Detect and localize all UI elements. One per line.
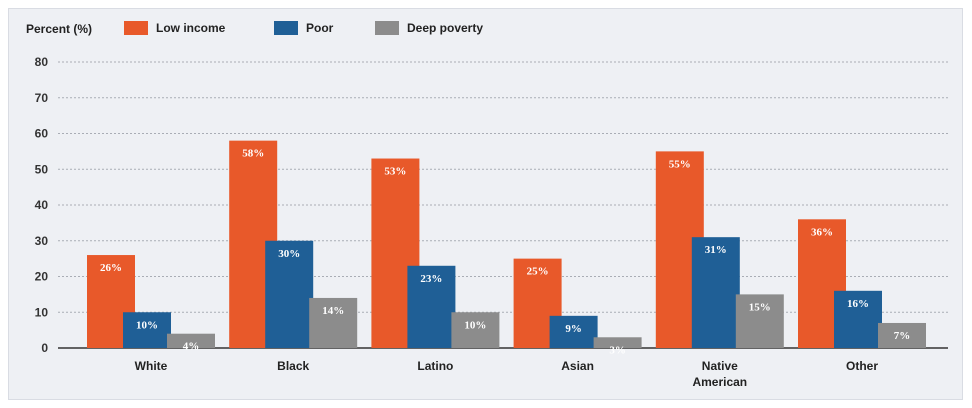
y-tick-label: 50 <box>35 162 49 176</box>
bar-deep-poverty <box>309 297 358 348</box>
x-tick-label: White <box>135 359 168 373</box>
x-tick-label: Native American <box>692 359 747 389</box>
legend-swatch-poor <box>274 21 298 35</box>
y-tick-label: 40 <box>35 198 49 212</box>
x-tick-label: Black <box>277 359 309 373</box>
data-label: 16% <box>847 298 869 310</box>
bar-deep-poverty <box>451 312 500 348</box>
data-label: 23% <box>420 273 442 285</box>
bar-deep-poverty <box>593 337 642 348</box>
data-label: 53% <box>384 166 406 178</box>
data-label: 4% <box>183 341 200 353</box>
y-tick-label: 30 <box>35 234 49 248</box>
x-tick-label: Latino <box>417 359 453 373</box>
data-label: 25% <box>527 266 549 278</box>
y-tick-label: 20 <box>35 270 49 284</box>
bar-poor <box>123 312 171 348</box>
bar-deep-poverty <box>878 322 926 348</box>
legend-label-deep-poverty: Deep poverty <box>407 21 484 35</box>
legend-swatch-deep-poverty <box>375 21 399 35</box>
data-label: 3% <box>609 344 626 356</box>
data-label: 9% <box>565 323 582 335</box>
data-label: 58% <box>242 148 264 160</box>
bar-deep-poverty <box>167 333 215 348</box>
legend-item-deep-poverty: Deep poverty <box>375 21 483 35</box>
data-label: 31% <box>705 244 727 256</box>
legend-item-poor: Poor <box>274 21 333 35</box>
y-tick-label: 80 <box>35 55 49 69</box>
x-tick-label: Other <box>846 359 878 373</box>
legend-label-low-income: Low income <box>156 21 226 35</box>
bar-deep-poverty <box>735 294 784 348</box>
bar-poor <box>834 290 882 348</box>
legend-item-low-income: Low income <box>124 21 225 35</box>
y-axis-label: Percent (%) <box>26 22 93 36</box>
bar-poor <box>407 265 456 348</box>
x-tick-label: Asian <box>561 359 594 373</box>
y-tick-label: 10 <box>35 305 49 319</box>
data-label: 15% <box>749 301 771 313</box>
data-label: 36% <box>811 226 833 238</box>
bar-poor <box>691 237 740 348</box>
data-label: 26% <box>100 262 122 274</box>
y-tick-label: 60 <box>35 127 49 141</box>
data-label: 10% <box>464 319 486 331</box>
legend-swatch-low-income <box>124 21 148 35</box>
bar-poor <box>549 315 598 348</box>
y-tick-label: 70 <box>35 91 49 105</box>
data-label: 14% <box>322 305 344 317</box>
bar-poor <box>265 240 314 348</box>
data-label: 55% <box>669 158 691 170</box>
y-tick-label: 0 <box>41 341 48 355</box>
data-label: 7% <box>894 330 911 342</box>
data-label: 10% <box>136 319 158 331</box>
data-label: 30% <box>278 248 300 260</box>
legend-label-poor: Poor <box>306 21 334 35</box>
